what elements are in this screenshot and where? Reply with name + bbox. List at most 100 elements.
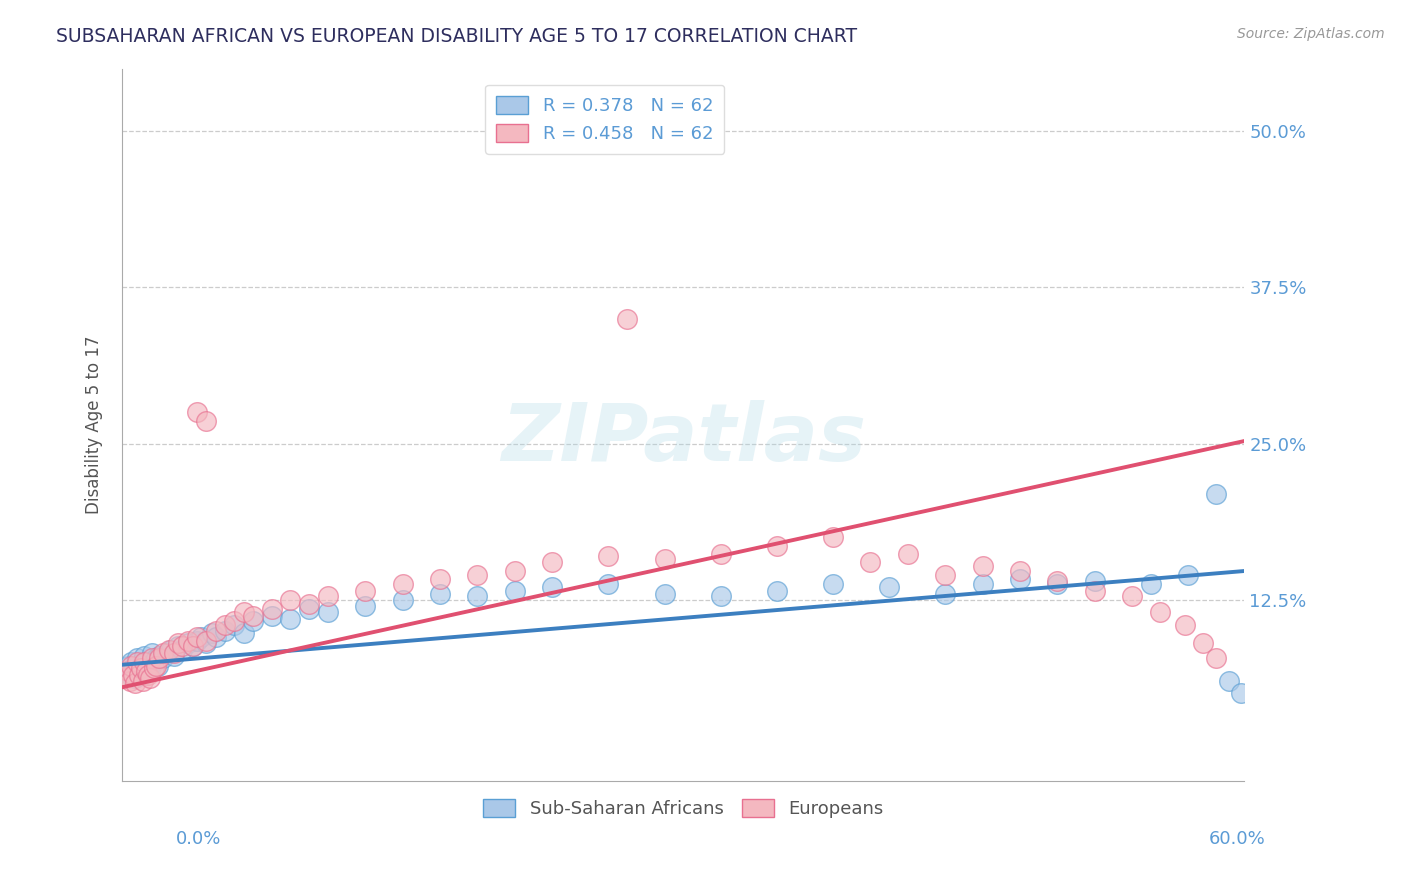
Point [146, 659, 169, 673]
Point [354, 599, 377, 613]
Point [118, 667, 141, 681]
Point [429, 572, 451, 586]
Point [114, 672, 136, 686]
Point [124, 676, 146, 690]
Point [598, 549, 620, 563]
Point [1084, 574, 1107, 588]
Point [145, 659, 167, 673]
Point [1008, 564, 1031, 578]
Point [135, 664, 157, 678]
Point [616, 311, 638, 326]
Point [186, 405, 208, 419]
Point [503, 564, 526, 578]
Point [159, 642, 181, 657]
Point [134, 655, 156, 669]
Point [391, 576, 413, 591]
Point [114, 664, 136, 678]
Point [139, 672, 162, 686]
Point [170, 639, 193, 653]
Point [821, 576, 844, 591]
Point [280, 592, 302, 607]
Point [232, 605, 254, 619]
Point [1084, 584, 1107, 599]
Point [204, 624, 226, 638]
Point [1229, 686, 1251, 700]
Point [877, 580, 900, 594]
Point [142, 661, 165, 675]
Point [1046, 576, 1069, 591]
Point [131, 667, 153, 681]
Point [934, 567, 956, 582]
Point [135, 655, 157, 669]
Point [201, 626, 224, 640]
Point [204, 630, 226, 644]
Point [1149, 605, 1171, 619]
Point [128, 667, 150, 681]
Point [859, 555, 882, 569]
Point [260, 601, 283, 615]
Point [136, 667, 159, 681]
Point [163, 648, 186, 663]
Point [1205, 486, 1227, 500]
Text: 0.0%: 0.0% [176, 830, 221, 847]
Point [136, 661, 159, 675]
Point [152, 647, 174, 661]
Point [176, 636, 198, 650]
Point [316, 589, 339, 603]
Point [176, 634, 198, 648]
Point [654, 551, 676, 566]
Point [1218, 673, 1240, 688]
Point [129, 661, 152, 675]
Point [897, 547, 920, 561]
Point [821, 530, 844, 544]
Point [122, 661, 145, 675]
Point [120, 659, 142, 673]
Point [156, 647, 179, 661]
Point [232, 626, 254, 640]
Point [972, 559, 994, 574]
Point [167, 639, 190, 653]
Point [157, 642, 180, 657]
Point [429, 586, 451, 600]
Point [654, 586, 676, 600]
Text: ZIPatlas: ZIPatlas [501, 400, 866, 478]
Point [467, 567, 489, 582]
Point [124, 672, 146, 686]
Y-axis label: Disability Age 5 to 17: Disability Age 5 to 17 [86, 335, 103, 514]
Point [128, 664, 150, 678]
Point [125, 651, 148, 665]
Point [118, 673, 141, 688]
Point [242, 614, 264, 628]
Point [242, 609, 264, 624]
Point [134, 648, 156, 663]
Point [710, 589, 733, 603]
Point [224, 617, 246, 632]
Point [131, 673, 153, 688]
Point [163, 647, 186, 661]
Point [195, 634, 218, 648]
Point [541, 555, 564, 569]
Point [129, 659, 152, 673]
Point [141, 651, 163, 665]
Point [224, 614, 246, 628]
Point [195, 636, 218, 650]
Point [765, 539, 787, 553]
Legend: Sub-Saharan Africans, Europeans: Sub-Saharan Africans, Europeans [475, 791, 891, 825]
Point [214, 624, 236, 638]
Point [181, 639, 204, 653]
Point [765, 584, 787, 599]
Point [710, 547, 733, 561]
Point [280, 611, 302, 625]
Point [541, 580, 564, 594]
Point [148, 648, 170, 663]
Point [148, 651, 170, 665]
Point [139, 664, 162, 678]
Point [190, 630, 212, 644]
Point [1177, 567, 1199, 582]
Point [122, 667, 145, 681]
Point [170, 642, 193, 657]
Point [934, 586, 956, 600]
Point [598, 576, 620, 591]
Point [186, 634, 208, 648]
Point [167, 636, 190, 650]
